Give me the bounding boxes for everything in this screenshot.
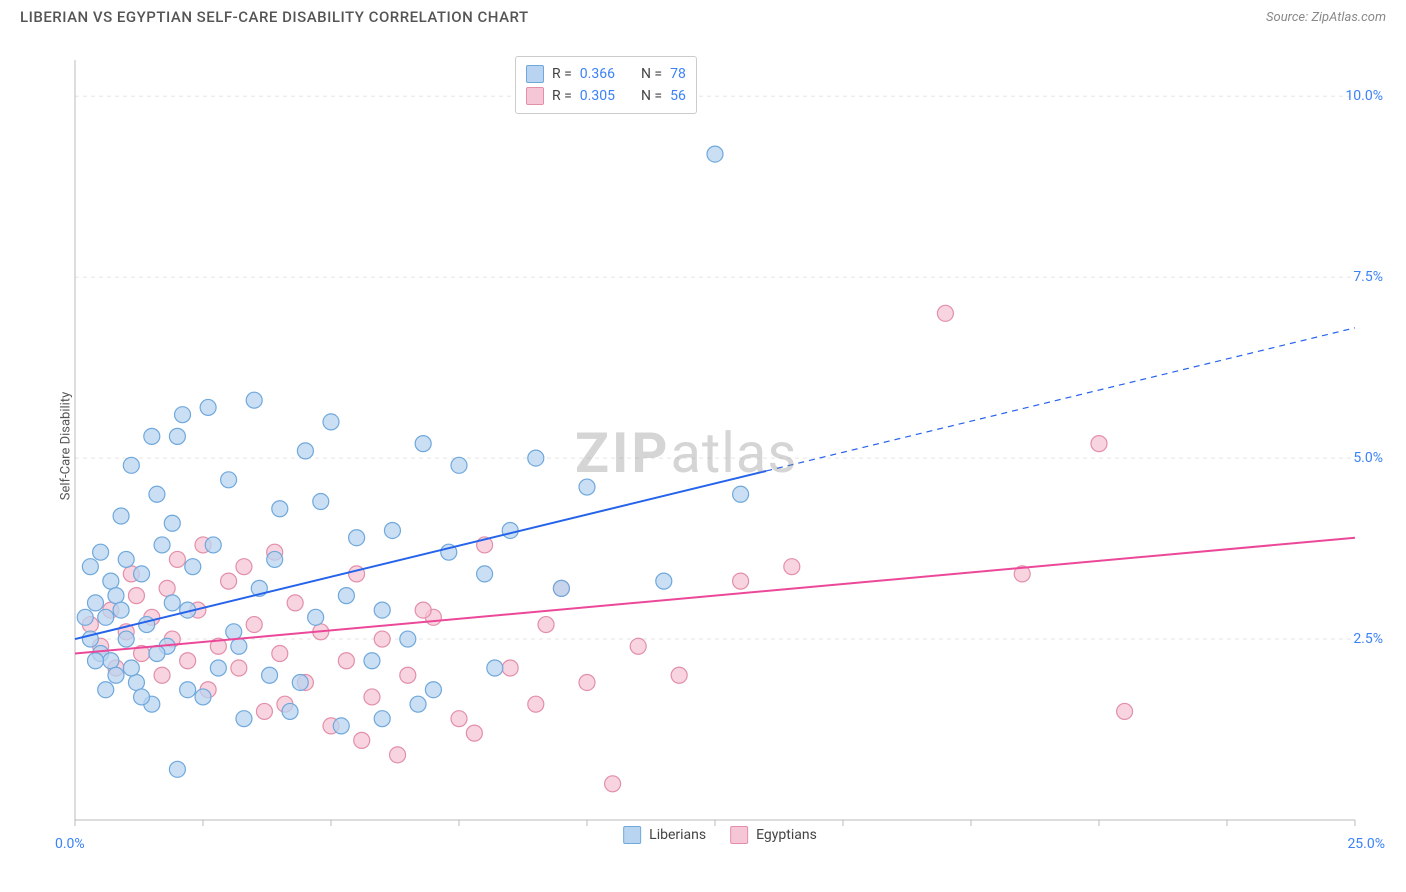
r-label: R = xyxy=(552,88,572,104)
swatch-egyptians xyxy=(730,826,748,844)
chart-title: LIBERIAN VS EGYPTIAN SELF-CARE DISABILIT… xyxy=(20,8,529,26)
legend-label-liberians: Liberians xyxy=(649,827,706,843)
legend-label-egyptians: Egyptians xyxy=(756,827,817,843)
source-name: ZipAtlas.com xyxy=(1311,10,1386,25)
scatter-chart-svg xyxy=(55,50,1385,850)
stats-row-liberians: R = 0.366 N = 78 xyxy=(526,63,686,85)
y-tick-label: 7.5% xyxy=(1353,269,1383,285)
swatch-liberians xyxy=(623,826,641,844)
y-tick-label: 10.0% xyxy=(1345,88,1383,104)
n-label: N = xyxy=(641,88,662,104)
legend-item-liberians: Liberians xyxy=(623,826,706,844)
x-axis-end-label: 25.0% xyxy=(1347,836,1385,852)
y-tick-label: 5.0% xyxy=(1353,450,1383,466)
stats-row-egyptians: R = 0.305 N = 56 xyxy=(526,85,686,107)
source-prefix: Source: xyxy=(1266,10,1311,25)
r-value-egyptians: 0.305 xyxy=(580,88,615,104)
swatch-liberians xyxy=(526,65,544,83)
stats-legend: R = 0.366 N = 78 R = 0.305 N = 56 xyxy=(515,56,697,114)
x-axis-start-label: 0.0% xyxy=(55,836,85,852)
chart-area: ZIPatlas 0.0% 25.0% 2.5%5.0%7.5%10.0% R … xyxy=(55,50,1385,850)
legend-item-egyptians: Egyptians xyxy=(730,826,817,844)
n-value-liberians: 78 xyxy=(670,66,686,82)
source-attribution: Source: ZipAtlas.com xyxy=(1266,10,1386,25)
series-legend: Liberians Egyptians xyxy=(623,826,817,844)
y-tick-label: 2.5% xyxy=(1353,631,1383,647)
n-label: N = xyxy=(641,66,662,82)
r-value-liberians: 0.366 xyxy=(580,66,615,82)
r-label: R = xyxy=(552,66,572,82)
swatch-egyptians xyxy=(526,87,544,105)
n-value-egyptians: 56 xyxy=(670,88,686,104)
